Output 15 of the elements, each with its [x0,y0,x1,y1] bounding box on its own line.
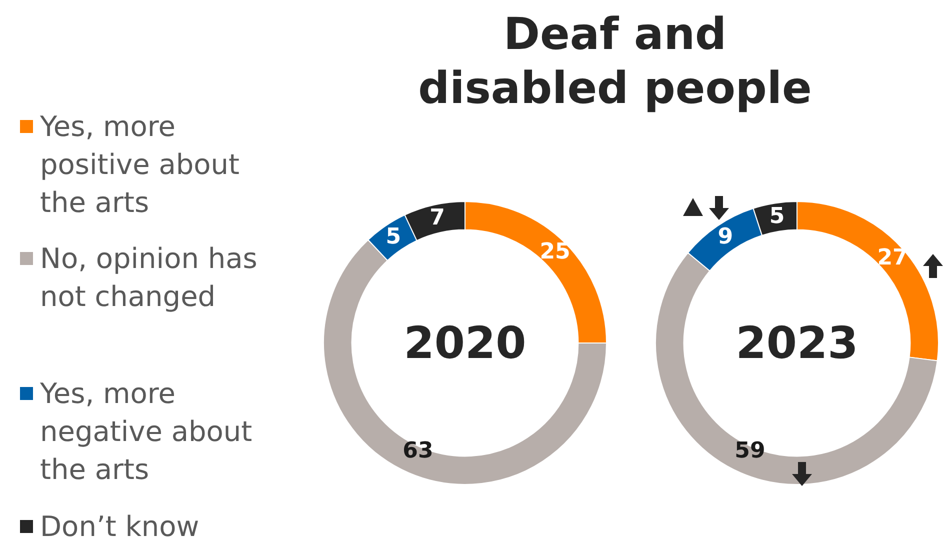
data-label: 59 [734,438,766,464]
text: 2023 [736,318,858,368]
data-label: 7 [430,205,445,230]
data-label: 63 [402,438,434,464]
chart-title: Deaf and disabled people [417,8,813,116]
data-label: 25 [540,240,570,265]
legend-label: Yes, more positive about the arts [39,109,241,221]
text: 2020 [404,318,526,368]
legend-label: Yes, more negative about the arts [39,376,254,488]
data-label: 27 [877,246,908,270]
legend-label: Don’t know [39,509,200,541]
data-label: 5 [386,224,402,250]
legend-label: No, opinion has not changed [39,241,258,315]
data-label: 9 [718,224,734,250]
data-label: 5 [769,204,785,229]
